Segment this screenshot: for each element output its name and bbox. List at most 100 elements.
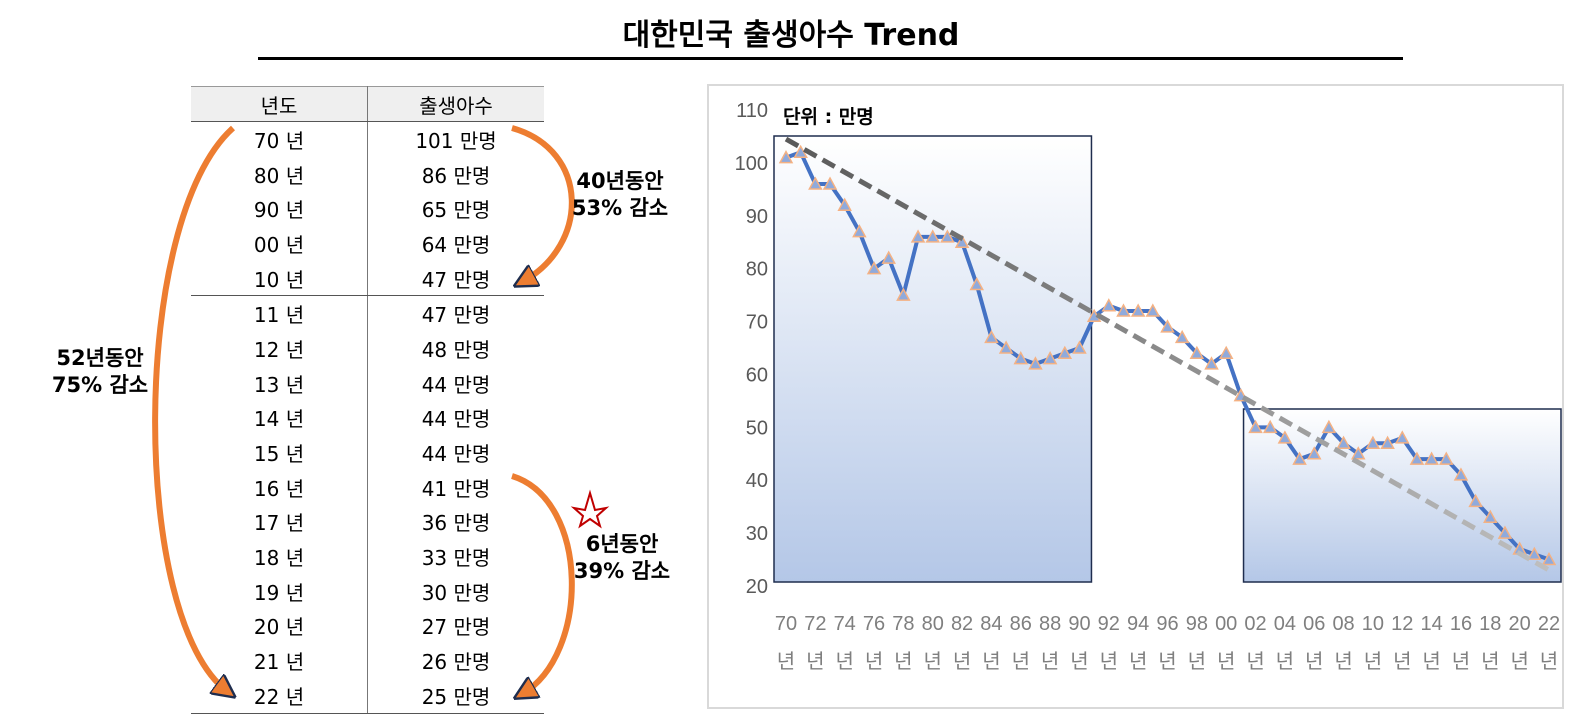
data-point: [837, 197, 852, 211]
x-tick-suffix: 년: [1510, 649, 1528, 673]
cell-year: 14 년: [191, 400, 368, 436]
data-point: [925, 229, 940, 243]
table-row: 90 년 65 만명: [191, 191, 544, 227]
note-52-line1: 52년동안: [56, 346, 144, 370]
x-tick-suffix: 년: [1188, 649, 1206, 673]
x-tick-label: 02: [1244, 613, 1266, 635]
data-point: [1453, 467, 1469, 481]
cell-year: 90 년: [191, 191, 368, 227]
table-row: 21 년 26 만명: [191, 643, 544, 678]
table-row: 15 년 44 만명: [191, 435, 544, 470]
x-tick-label: 14: [1420, 613, 1442, 635]
x-tick-label: 06: [1303, 613, 1325, 635]
x-tick-suffix: 년: [1246, 649, 1264, 673]
cell-year: 16 년: [191, 469, 368, 505]
data-point: [1497, 525, 1513, 539]
x-tick-suffix: 년: [1276, 649, 1294, 673]
x-tick-suffix: 년: [835, 649, 853, 673]
table-row: 17 년 36 만명: [191, 504, 544, 540]
cell-year: 18 년: [191, 539, 368, 574]
cell-year: 12 년: [191, 331, 368, 366]
x-tick-label: 82: [951, 613, 973, 635]
cell-year: 20 년: [191, 608, 368, 644]
data-point: [1028, 356, 1043, 370]
births-table: 년도 출생아수 70 년 101 만명 80 년 86 만명 90 년 65 만명 00 년…: [191, 86, 544, 714]
x-tick-suffix: 년: [1129, 649, 1147, 673]
data-point: [1468, 493, 1483, 508]
x-tick-label: 88: [1039, 613, 1061, 635]
y-tick-label: 30: [746, 523, 768, 545]
data-point: [1439, 451, 1454, 465]
data-point: [1541, 551, 1557, 566]
cell-births: 26 만명: [421, 650, 491, 675]
x-tick-label: 04: [1274, 613, 1296, 635]
table-row: 20 년 27 만명: [191, 608, 544, 644]
star-icon: [570, 489, 610, 529]
x-tick-label: 20: [1509, 613, 1531, 635]
data-point: [1013, 351, 1029, 365]
chart-frame: [707, 84, 1564, 709]
table-row: 00 년 64 만명: [191, 226, 544, 261]
x-tick-label: 74: [834, 613, 856, 635]
cell-births: 30 만명: [421, 580, 491, 605]
x-tick-label: 80: [922, 613, 944, 635]
data-point: [1306, 446, 1322, 460]
data-point: [1218, 345, 1234, 360]
table-body: 70 년 101 만명 80 년 86 만명 90 년 65 만명 00 년 64 만명 10 …: [191, 121, 544, 714]
note-40-line1: 40년동안: [576, 169, 664, 193]
table-row: 14 년 44 만명: [191, 400, 544, 436]
x-tick-label: 18: [1479, 613, 1501, 635]
x-tick-suffix: 년: [1393, 649, 1411, 673]
cell-births: 64 만명: [421, 232, 491, 257]
data-point: [866, 261, 882, 275]
data-point: [1057, 345, 1073, 360]
data-point: [1101, 298, 1117, 312]
cell-year: 00 년: [191, 226, 368, 261]
highlight-box: [773, 135, 1093, 583]
arrow-52-years: [152, 125, 233, 692]
cell-births: 36 만명: [421, 511, 491, 536]
data-point: [1042, 351, 1058, 365]
cell-year: 15 년: [191, 435, 368, 470]
y-tick-label: 40: [746, 470, 768, 492]
y-tick-label: 60: [746, 364, 768, 386]
x-tick-suffix: 년: [1012, 649, 1030, 673]
cell-births: 41 만명: [421, 476, 491, 501]
data-point: [1395, 430, 1410, 444]
x-tick-label: 86: [1010, 613, 1032, 635]
cell-births: 47 만명: [421, 303, 491, 328]
data-point: [1409, 451, 1425, 465]
note-40-line2: 53% 감소: [571, 196, 669, 220]
table-header-row: 년도 출생아수: [191, 86, 544, 122]
data-point: [1380, 435, 1395, 449]
data-point: [1248, 419, 1263, 434]
x-tick-suffix: 년: [1217, 649, 1235, 673]
x-tick-label: 08: [1332, 613, 1354, 635]
note-6-line1: 6년동안: [585, 532, 659, 556]
data-point: [1277, 430, 1293, 444]
y-tick-label: 50: [746, 417, 768, 439]
note-6-line2: 39% 감소: [573, 559, 671, 583]
cell-births: 44 만명: [421, 442, 491, 467]
data-point: [1072, 340, 1087, 354]
table-row: 12 년 48 만명: [191, 331, 544, 366]
x-tick-label: 92: [1098, 613, 1120, 635]
cell-year: 11 년: [191, 295, 368, 332]
table-row: 70 년 101 만명: [191, 121, 544, 157]
x-tick-label: 10: [1362, 613, 1384, 635]
x-tick-suffix: 년: [1364, 649, 1382, 673]
x-tick-suffix: 년: [982, 649, 1000, 673]
unit-label: 단위 : 만명: [783, 106, 874, 128]
note-52-line2: 75% 감소: [51, 373, 149, 397]
data-point: [954, 234, 970, 248]
data-point: [1145, 303, 1161, 317]
x-tick-label: 76: [863, 613, 885, 635]
x-tick-label: 72: [804, 613, 826, 635]
data-point: [822, 176, 838, 190]
x-tick-label: 22: [1538, 613, 1560, 635]
births-line-chart: 20 30 40 50 60 70 80 90 100 110 70 년 72 년 74 년 76 년 78 년 80 년…: [735, 100, 1562, 673]
data-point: [1424, 451, 1439, 465]
data-point: [778, 150, 794, 164]
data-point: [910, 229, 926, 243]
x-tick-suffix: 년: [894, 649, 912, 673]
